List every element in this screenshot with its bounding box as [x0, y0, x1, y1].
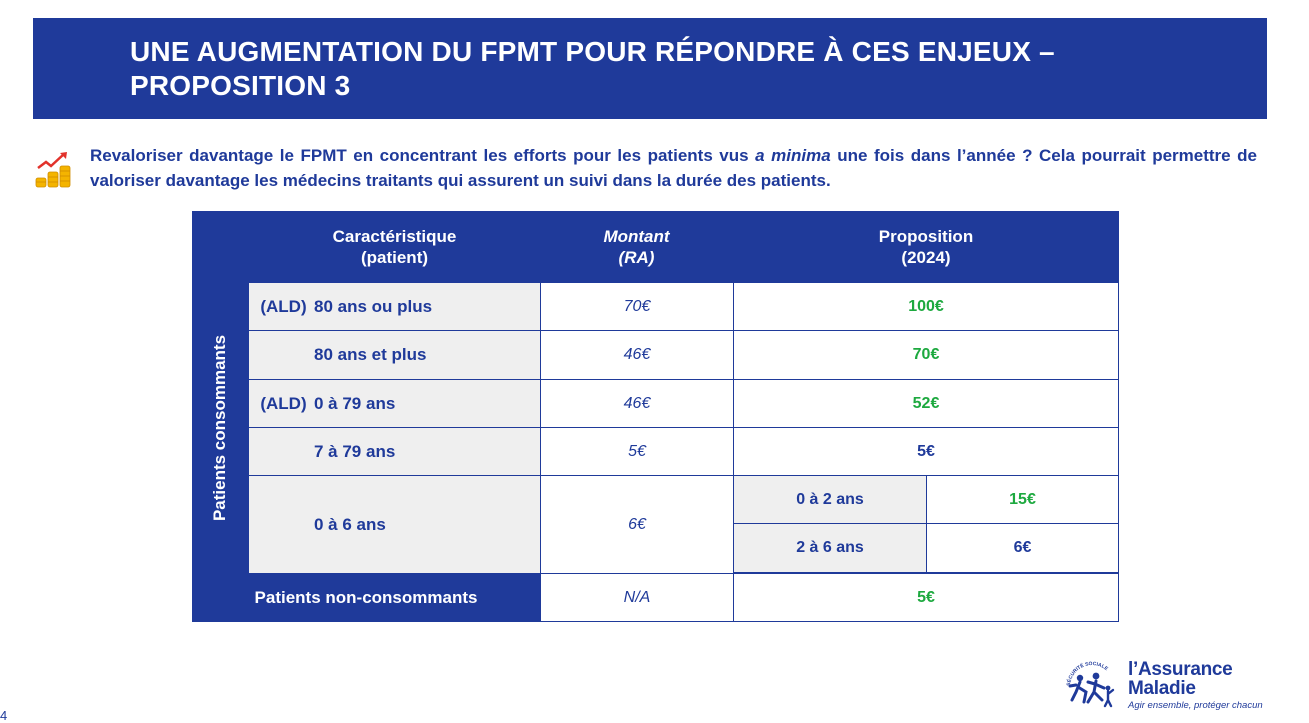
- row-5-sub-2-proposal: 6€: [926, 524, 1119, 573]
- header-amount-line2: (RA): [618, 248, 655, 267]
- header-proposal-line1: Proposition: [878, 227, 974, 246]
- header-amount-line1: Montant: [603, 227, 670, 246]
- row-4-label: 7 à 79 ans: [314, 441, 396, 461]
- title-line-2: PROPOSITION 3: [130, 70, 351, 101]
- intro-paragraph: Revaloriser davantage le FPMT en concent…: [90, 143, 1257, 193]
- row-3-amount: 46€: [540, 380, 733, 428]
- table-row-1-characteristic: (ALD) 80 ans ou plus: [249, 283, 540, 331]
- row-1-amount: 70€: [540, 283, 733, 331]
- row-5-sub-1-proposal: 15€: [926, 476, 1119, 524]
- row-1-prefix: (ALD): [260, 296, 307, 316]
- row-3-proposal: 52€: [733, 380, 1119, 428]
- side-label-cell: Patients consommants: [192, 283, 249, 573]
- intro-text-italic: a minima: [755, 146, 831, 165]
- row-5-label: 0 à 6 ans: [314, 514, 386, 534]
- non-consumers-label: Patients non-consommants: [192, 573, 540, 622]
- non-consumers-proposal: 5€: [733, 573, 1119, 622]
- row-5-amount: 6€: [540, 476, 733, 573]
- row-4-amount: 5€: [540, 428, 733, 476]
- logo-line-2: Maladie: [1128, 678, 1196, 699]
- row-2-label: 80 ans et plus: [314, 345, 427, 364]
- header-characteristic: Caractéristique (patient): [249, 211, 540, 283]
- header-corner: [192, 211, 249, 283]
- table-row-4-characteristic: 7 à 79 ans: [249, 428, 540, 476]
- growth-chart-coins-icon: [35, 152, 71, 188]
- row-1-proposal: 100€: [733, 283, 1119, 331]
- row-2-amount: 46€: [540, 331, 733, 380]
- assurance-maladie-logo: SÉCURITÉ SOCIALE l’Assurance Maladie Agi…: [1060, 650, 1263, 715]
- row-2-proposal: 70€: [733, 331, 1119, 380]
- row-5-sub-2-age: 2 à 6 ans: [733, 524, 926, 573]
- side-label: Patients consommants: [210, 334, 230, 522]
- header-amount: Montant (RA): [540, 211, 733, 283]
- row-3-prefix: (ALD): [260, 393, 307, 413]
- logo-seal-icon: SÉCURITÉ SOCIALE: [1065, 661, 1115, 708]
- row-1-label: 80 ans ou plus: [314, 296, 433, 316]
- page-title: UNE AUGMENTATION DU FPMT POUR RÉPONDRE À…: [130, 35, 1230, 103]
- header-proposal: Proposition (2024): [733, 211, 1119, 283]
- fpmt-table: Caractéristique (patient) Montant (RA) P…: [192, 211, 1119, 622]
- non-consumers-amount: N/A: [540, 573, 733, 622]
- title-banner: UNE AUGMENTATION DU FPMT POUR RÉPONDRE À…: [33, 18, 1267, 119]
- header-proposal-line2: (2024): [901, 248, 951, 267]
- intro-text-part2: une fois dans l’année ? Cela pourrait pe…: [90, 146, 1258, 190]
- logo-slogan: Agir ensemble, protéger chacun: [1128, 700, 1263, 711]
- row-4-proposal: 5€: [733, 428, 1119, 476]
- row-3-label: 0 à 79 ans: [314, 393, 396, 413]
- table-row-3-characteristic: (ALD) 0 à 79 ans: [249, 380, 540, 428]
- page-number: 4: [0, 708, 8, 723]
- title-line-1: UNE AUGMENTATION DU FPMT POUR RÉPONDRE À…: [130, 36, 1055, 67]
- header-characteristic-line2: (patient): [360, 248, 429, 267]
- logo-line-1: l’Assurance: [1128, 659, 1233, 680]
- logo-wordmark: l’Assurance Maladie: [1128, 659, 1233, 699]
- table-row-2-characteristic: 80 ans et plus: [249, 331, 540, 380]
- row-5-sub-1-age: 0 à 2 ans: [733, 476, 926, 524]
- table-row-5-characteristic: 0 à 6 ans: [249, 476, 540, 573]
- intro-text-part1: Revaloriser davantage le FPMT en concent…: [90, 146, 756, 165]
- header-characteristic-line1: Caractéristique: [332, 227, 457, 246]
